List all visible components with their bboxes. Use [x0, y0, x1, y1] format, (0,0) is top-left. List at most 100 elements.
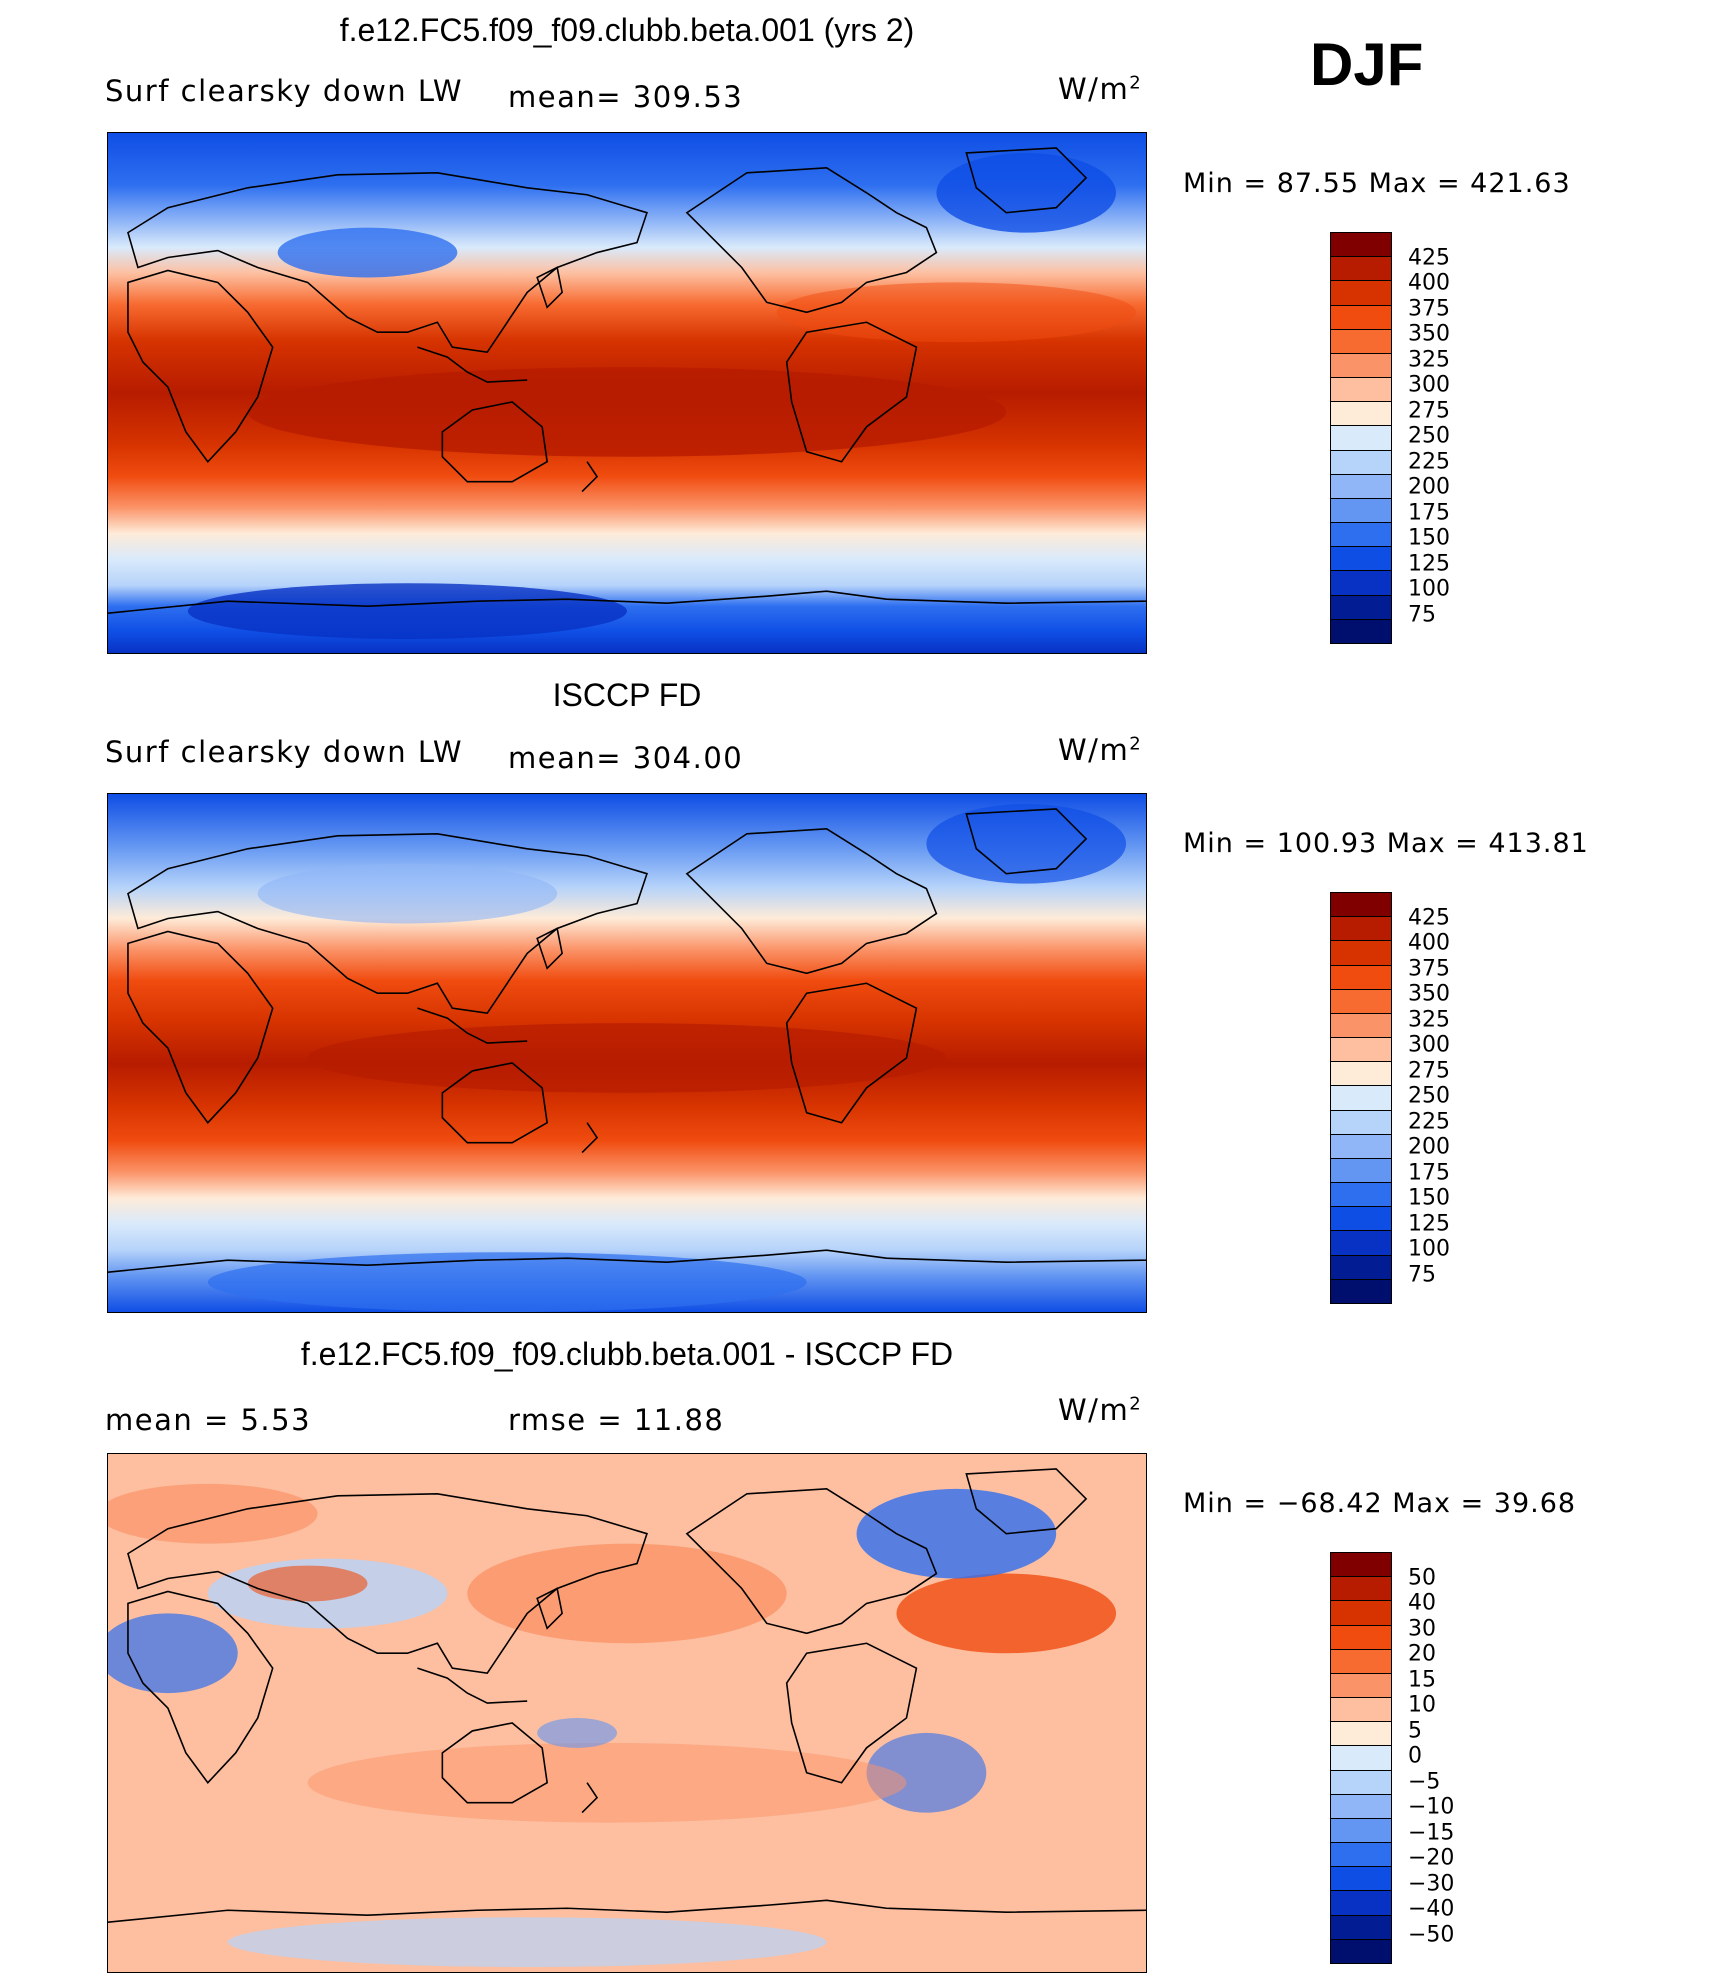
colorbar-swatch	[1331, 353, 1391, 379]
colorbar-label: 100	[1408, 576, 1450, 602]
minmax-label: Min = −68.42 Max = 39.68	[1183, 1488, 1577, 1519]
colorbar-label: 400	[1408, 930, 1450, 956]
map-plot	[107, 132, 1147, 654]
colorbar-label: 300	[1408, 372, 1450, 398]
colorbar-label: 425	[1408, 245, 1450, 271]
colorbar-swatch	[1331, 233, 1391, 258]
colorbar-label: 325	[1408, 347, 1450, 373]
colorbar-swatch	[1331, 1939, 1391, 1963]
colorbar-label: 10	[1408, 1692, 1436, 1718]
colorbar-label: 30	[1408, 1616, 1436, 1642]
colorbar-label: 40	[1408, 1590, 1436, 1616]
colorbar-swatch	[1331, 1891, 1391, 1916]
panel-title: f.e12.FC5.f09_f09.clubb.beta.001 (yrs 2)	[339, 12, 915, 48]
season-label: DJF	[1310, 31, 1424, 98]
colorbar-swatch	[1331, 1086, 1391, 1111]
colorbar-label: 150	[1408, 525, 1450, 551]
colorbar-swatch	[1331, 989, 1391, 1014]
colorbar-swatch	[1331, 1818, 1391, 1844]
colorbar-label: 250	[1408, 1083, 1450, 1109]
colorbar-label: 50	[1408, 1565, 1436, 1591]
colorbar-swatch	[1331, 1207, 1391, 1232]
colorbar-swatch	[1331, 1794, 1391, 1819]
colorbar-swatch	[1331, 917, 1391, 942]
colorbar-label: −50	[1408, 1922, 1455, 1948]
colorbar-swatch	[1331, 1038, 1391, 1063]
colorbar-label: 400	[1408, 270, 1450, 296]
units-label: W/m2	[1058, 1393, 1143, 1427]
panel-title: ISCCP FD	[552, 677, 702, 713]
colorbar-label: −20	[1408, 1845, 1455, 1871]
colorbar-swatch	[1331, 1013, 1391, 1039]
colorbar-label: 20	[1408, 1641, 1436, 1667]
colorbar-swatch	[1331, 498, 1391, 524]
colorbar-swatch	[1331, 1673, 1391, 1699]
colorbar-swatch	[1331, 1231, 1391, 1256]
colorbar-label: −5	[1408, 1769, 1441, 1795]
colorbar-label: 350	[1408, 321, 1450, 347]
panel-title: f.e12.FC5.f09_f09.clubb.beta.001 - ISCCP…	[300, 1336, 954, 1372]
colorbar-label: 375	[1408, 956, 1450, 982]
colorbar-swatch	[1331, 474, 1391, 499]
colorbar-swatch	[1331, 595, 1391, 620]
colorbar-label: 125	[1408, 1211, 1450, 1237]
colorbar-label: 125	[1408, 551, 1450, 577]
minmax-label: Min = 87.55 Max = 421.63	[1183, 168, 1571, 199]
map-plot	[107, 1453, 1147, 1973]
colorbar-label: 425	[1408, 905, 1450, 931]
colorbar-swatch	[1331, 1649, 1391, 1674]
colorbar-swatch	[1331, 329, 1391, 354]
colorbar-label: 0	[1408, 1743, 1422, 1769]
colorbar-label: 225	[1408, 449, 1450, 475]
colorbar	[1330, 232, 1392, 644]
variable-label: Surf clearsky down LW	[105, 735, 464, 769]
colorbar-label: 15	[1408, 1667, 1436, 1693]
colorbar-label: 225	[1408, 1109, 1450, 1135]
colorbar-label: 150	[1408, 1185, 1450, 1211]
colorbar-swatch	[1331, 1746, 1391, 1771]
colorbar-swatch	[1331, 257, 1391, 282]
colorbar-label: −40	[1408, 1896, 1455, 1922]
colorbar-swatch	[1331, 965, 1391, 990]
colorbar-swatch	[1331, 1134, 1391, 1159]
colorbar-swatch	[1331, 1553, 1391, 1578]
colorbar-swatch	[1331, 281, 1391, 306]
colorbar-swatch	[1331, 1255, 1391, 1280]
colorbar-swatch	[1331, 1601, 1391, 1626]
colorbar-label: 100	[1408, 1236, 1450, 1262]
units-label: W/m2	[1058, 72, 1143, 106]
mean-label: mean= 304.00	[508, 741, 744, 775]
colorbar-label: 175	[1408, 500, 1450, 526]
colorbar-swatch	[1331, 305, 1391, 330]
colorbar-label: 200	[1408, 1134, 1450, 1160]
colorbar-swatch	[1331, 450, 1391, 475]
colorbar-label: 175	[1408, 1160, 1450, 1186]
colorbar-label: 75	[1408, 1262, 1436, 1288]
rmse-label: rmse = 11.88	[508, 1403, 725, 1437]
colorbar-swatch	[1331, 378, 1391, 403]
colorbar-swatch	[1331, 547, 1391, 572]
colorbar-swatch	[1331, 1183, 1391, 1208]
colorbar-swatch	[1331, 1867, 1391, 1892]
colorbar-swatch	[1331, 619, 1391, 643]
colorbar	[1330, 1552, 1392, 1964]
colorbar-swatch	[1331, 1062, 1391, 1087]
colorbar-swatch	[1331, 1698, 1391, 1723]
colorbar-label: 75	[1408, 602, 1436, 628]
colorbar-label: 275	[1408, 1058, 1450, 1084]
colorbar-swatch	[1331, 1625, 1391, 1650]
mean-label: mean= 309.53	[508, 80, 744, 114]
variable-label: Surf clearsky down LW	[105, 74, 464, 108]
colorbar-label: 375	[1408, 296, 1450, 322]
colorbar-swatch	[1331, 1915, 1391, 1940]
colorbar-swatch	[1331, 1843, 1391, 1868]
map-plot	[107, 793, 1147, 1313]
colorbar-swatch	[1331, 941, 1391, 966]
colorbar-label: 250	[1408, 423, 1450, 449]
colorbar-swatch	[1331, 893, 1391, 918]
colorbar-label: 300	[1408, 1032, 1450, 1058]
colorbar	[1330, 892, 1392, 1304]
colorbar-swatch	[1331, 1770, 1391, 1795]
colorbar-label: −30	[1408, 1871, 1455, 1897]
colorbar-swatch	[1331, 523, 1391, 548]
